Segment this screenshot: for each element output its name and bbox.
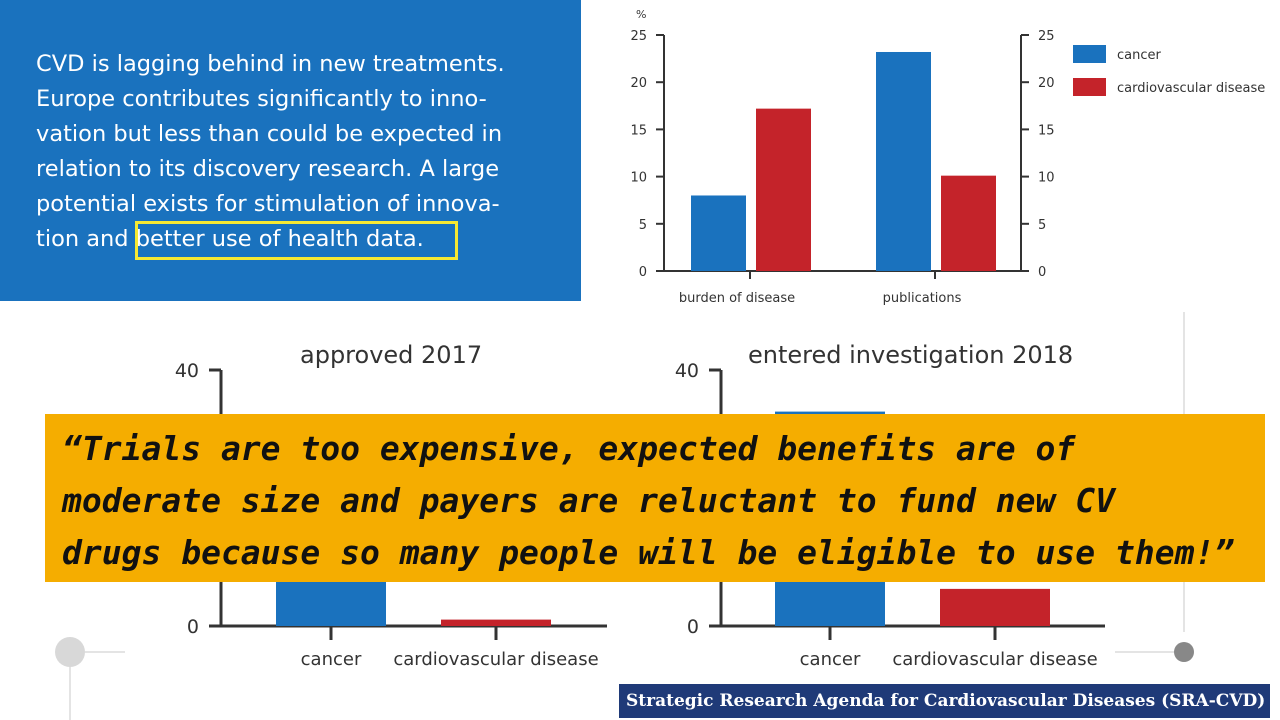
- y-tick-label: 0: [187, 616, 199, 638]
- guide-line-horizontal-left: [85, 651, 125, 653]
- guide-line-vertical-left: [69, 667, 71, 720]
- footer-banner: Strategic Research Agenda for Cardiovasc…: [619, 684, 1270, 718]
- y-tick-label-right: 15: [1038, 123, 1055, 138]
- guide-line-horizontal-right: [1115, 651, 1174, 653]
- y-unit-label: %: [636, 8, 646, 21]
- summary-line: vation but less than could be expected i…: [36, 121, 503, 147]
- y-tick-label-right: 5: [1038, 218, 1046, 233]
- summary-line: potential exists for stimulation of inno…: [36, 191, 500, 217]
- legend-swatch: [1073, 78, 1106, 96]
- y-tick-label: 20: [630, 76, 647, 91]
- y-tick-label-right: 20: [1038, 76, 1055, 91]
- quote-line: “Trials are too expensive, expected bene…: [62, 429, 1076, 468]
- y-tick-label: 10: [630, 171, 647, 186]
- y-tick-label: 0: [687, 616, 699, 638]
- quote-banner: “Trials are too expensive, expected bene…: [45, 414, 1265, 582]
- summary-line: Europe contributes significantly to inno…: [36, 86, 487, 112]
- legend-label: cancer: [1117, 48, 1161, 63]
- bar-cardiovascular: [940, 588, 1050, 626]
- bar-cardiovascular-0: [756, 108, 811, 271]
- y-tick-label-right: 0: [1038, 265, 1046, 280]
- y-tick-label-right: 25: [1038, 29, 1055, 44]
- y-tick-label-right: 10: [1038, 171, 1055, 186]
- x-tick-label: publications: [883, 291, 962, 306]
- x-tick-label: cancer: [301, 649, 362, 670]
- y-tick-label: 25: [630, 29, 647, 44]
- slider-handle-left[interactable]: [55, 637, 85, 667]
- quote-line: drugs because so many people will be eli…: [62, 533, 1235, 572]
- summary-line: CVD is lagging behind in new treatments.: [36, 51, 505, 77]
- slider-handle-right[interactable]: [1174, 642, 1194, 662]
- bar-cancer-0: [691, 195, 746, 271]
- summary-line: relation to its discovery research. A la…: [36, 156, 500, 182]
- bar-cancer-1: [876, 51, 931, 271]
- chart-title: entered investigation 2018: [748, 341, 1073, 369]
- summary-panel: CVD is lagging behind in new treatments.…: [0, 0, 581, 301]
- x-tick-label: cancer: [800, 649, 861, 670]
- legend-label: cardiovascular disease: [1117, 81, 1265, 96]
- summary-text: CVD is lagging behind in new treatments.…: [36, 47, 576, 257]
- legend-swatch: [1073, 45, 1106, 63]
- y-tick-label: 15: [630, 123, 647, 138]
- highlight-box: [135, 221, 458, 260]
- y-tick-label: 40: [675, 360, 699, 382]
- summary-line: tion and better use of health data.: [36, 226, 424, 252]
- x-tick-label: burden of disease: [679, 291, 795, 306]
- x-tick-label: cardiovascular disease: [892, 649, 1097, 670]
- quote-line: moderate size and payers are reluctant t…: [62, 481, 1115, 520]
- y-tick-label: 5: [639, 218, 647, 233]
- y-tick-label: 40: [175, 360, 199, 382]
- bar-cardiovascular-1: [941, 175, 996, 271]
- chart-title: approved 2017: [300, 341, 482, 369]
- quote-text: “Trials are too expensive, expected bene…: [62, 423, 1252, 579]
- y-tick-label: 0: [639, 265, 647, 280]
- bar-cardiovascular: [441, 619, 551, 626]
- x-tick-label: cardiovascular disease: [393, 649, 598, 670]
